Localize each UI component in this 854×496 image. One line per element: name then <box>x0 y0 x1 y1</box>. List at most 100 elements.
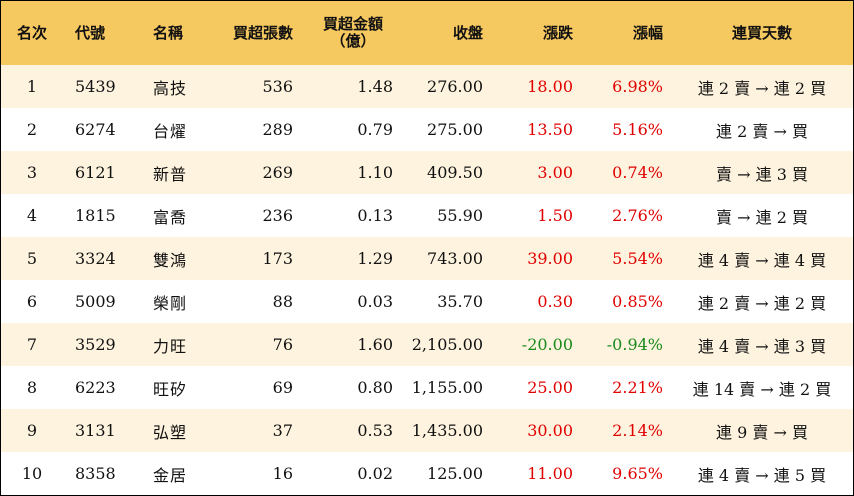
cell-net-buy-lots: 88 <box>272 292 293 311</box>
cell-change: 30.00 <box>527 421 573 440</box>
cell-close: 409.50 <box>427 163 483 182</box>
cell-rank: 4 <box>26 206 38 225</box>
cell-net-buy-amount: 0.80 <box>357 378 393 397</box>
cell-net-buy-amount: 0.02 <box>357 464 393 483</box>
cell-name: 新普 <box>153 164 188 184</box>
cell-net-buy-lots: 76 <box>272 335 293 354</box>
cell-change-pct: 5.54% <box>612 249 663 268</box>
cell-net-buy-amount: 1.29 <box>357 249 393 268</box>
cell-net-buy-amount: 1.60 <box>357 335 393 354</box>
cell-name: 金居 <box>153 465 188 485</box>
cell-consecutive-days: 連 14 賣 → 連 2 買 <box>692 379 832 399</box>
cell-change: 0.30 <box>537 292 573 311</box>
cell-close: 35.70 <box>437 292 483 311</box>
cell-change: -20.00 <box>521 335 573 354</box>
cell-change-pct: 2.76% <box>612 206 663 225</box>
cell-change: 18.00 <box>527 77 573 96</box>
cell-net-buy-lots: 536 <box>262 77 293 96</box>
header-net-buy-amount-line1: 買超金額 <box>322 15 383 33</box>
cell-net-buy-lots: 236 <box>262 206 293 225</box>
cell-consecutive-days: 連 2 賣 → 連 2 買 <box>697 78 827 98</box>
cell-name: 雙鴻 <box>153 250 188 270</box>
cell-rank: 6 <box>26 292 38 311</box>
cell-rank: 9 <box>26 421 38 440</box>
cell-close: 743.00 <box>427 249 483 268</box>
table-row: 5 3324 雙鴻 173 1.29 743.00 39.00 5.54% 連 4 賣 → 連 … <box>1 237 853 280</box>
cell-rank: 8 <box>26 378 38 397</box>
header-change-pct: 漲幅 <box>632 23 663 42</box>
cell-net-buy-amount: 1.10 <box>357 163 393 182</box>
cell-close: 2,105.00 <box>411 335 483 354</box>
cell-rank: 5 <box>26 249 38 268</box>
table-row: 7 3529 力旺 76 1.60 2,105.00 -20.00 -0.94% 連 4 賣 →… <box>1 323 853 366</box>
cell-net-buy-lots: 289 <box>262 120 293 139</box>
cell-change-pct: 6.98% <box>612 77 663 96</box>
cell-change: 13.50 <box>527 120 573 139</box>
cell-change: 39.00 <box>527 249 573 268</box>
table-body: 1 5439 高技 536 1.48 276.00 18.00 6.98% 連 2 賣 → 連 … <box>1 65 853 495</box>
cell-rank: 10 <box>21 464 43 483</box>
cell-code: 5439 <box>75 77 116 96</box>
table-row: 2 6274 台燿 289 0.79 275.00 13.50 5.16% 連 2 賣 → 買 <box>1 108 853 151</box>
table-row: 3 6121 新普 269 1.10 409.50 3.00 0.74% 賣 → 連 3 買 <box>1 151 853 194</box>
table-row: 4 1815 富喬 236 0.13 55.90 1.50 2.76% 賣 → 連 2 買 <box>1 194 853 237</box>
cell-rank: 7 <box>26 335 38 354</box>
table-row: 8 6223 旺矽 69 0.80 1,155.00 25.00 2.21% 連 14 賣 → … <box>1 366 853 409</box>
cell-code: 6121 <box>75 163 116 182</box>
cell-name: 台燿 <box>153 121 188 141</box>
cell-net-buy-amount: 0.53 <box>357 421 393 440</box>
cell-consecutive-days: 連 4 賣 → 連 4 買 <box>697 250 827 270</box>
cell-consecutive-days: 賣 → 連 3 買 <box>716 164 808 184</box>
table-header: 名次 代號 名稱 買超張數 買超金額 （億） 收盤 漲跌 漲幅 連買天數 <box>1 1 853 65</box>
cell-net-buy-lots: 173 <box>262 249 293 268</box>
header-change: 漲跌 <box>542 23 573 42</box>
header-net-buy-lots: 買超張數 <box>232 23 293 42</box>
cell-code: 3131 <box>75 421 116 440</box>
cell-net-buy-amount: 0.03 <box>357 292 393 311</box>
cell-net-buy-amount: 0.13 <box>357 206 393 225</box>
cell-change: 3.00 <box>537 163 573 182</box>
cell-consecutive-days: 連 2 賣 → 連 2 買 <box>697 293 827 313</box>
header-net-buy-amount: 買超金額 （億） <box>301 1 401 65</box>
header-row: 名次 代號 名稱 買超張數 買超金額 （億） 收盤 漲跌 漲幅 連買天數 <box>1 1 853 65</box>
table-row: 9 3131 弘塑 37 0.53 1,435.00 30.00 2.14% 連 9 賣 → 買 <box>1 409 853 452</box>
cell-change-pct: 0.74% <box>612 163 663 182</box>
cell-change-pct: 0.85% <box>612 292 663 311</box>
cell-change-pct: 2.21% <box>612 378 663 397</box>
cell-net-buy-amount: 0.79 <box>357 120 393 139</box>
cell-net-buy-lots: 37 <box>272 421 293 440</box>
cell-change-pct: -0.94% <box>606 335 663 354</box>
cell-change-pct: 9.65% <box>612 464 663 483</box>
cell-close: 55.90 <box>437 206 483 225</box>
cell-code: 8358 <box>75 464 116 483</box>
cell-rank: 2 <box>26 120 38 139</box>
cell-consecutive-days: 連 4 賣 → 連 3 買 <box>697 336 827 356</box>
cell-net-buy-lots: 269 <box>262 163 293 182</box>
header-consecutive-days: 連買天數 <box>731 23 792 42</box>
cell-change: 25.00 <box>527 378 573 397</box>
header-rank: 名次 <box>16 23 47 42</box>
cell-close: 125.00 <box>427 464 483 483</box>
header-close: 收盤 <box>452 23 483 42</box>
table-row: 10 8358 金居 16 0.02 125.00 11.00 9.65% 連 4 賣 → 連 … <box>1 452 853 495</box>
cell-consecutive-days: 賣 → 連 2 買 <box>716 207 808 227</box>
cell-net-buy-lots: 69 <box>272 378 293 397</box>
cell-consecutive-days: 連 4 賣 → 連 5 買 <box>697 465 827 485</box>
cell-code: 3529 <box>75 335 116 354</box>
cell-close: 1,435.00 <box>411 421 483 440</box>
header-name: 名稱 <box>153 23 184 42</box>
cell-name: 榮剛 <box>153 293 188 313</box>
cell-change: 1.50 <box>537 206 573 225</box>
cell-code: 3324 <box>75 249 116 268</box>
cell-close: 275.00 <box>427 120 483 139</box>
cell-change-pct: 2.14% <box>612 421 663 440</box>
cell-rank: 1 <box>26 77 38 96</box>
table-row: 6 5009 榮剛 88 0.03 35.70 0.30 0.85% 連 2 賣 → 連 2 買 <box>1 280 853 323</box>
cell-code: 6223 <box>75 378 116 397</box>
cell-consecutive-days: 連 2 賣 → 買 <box>716 121 808 141</box>
cell-name: 旺矽 <box>153 379 188 399</box>
cell-name: 弘塑 <box>153 422 188 442</box>
header-code: 代號 <box>75 23 106 42</box>
